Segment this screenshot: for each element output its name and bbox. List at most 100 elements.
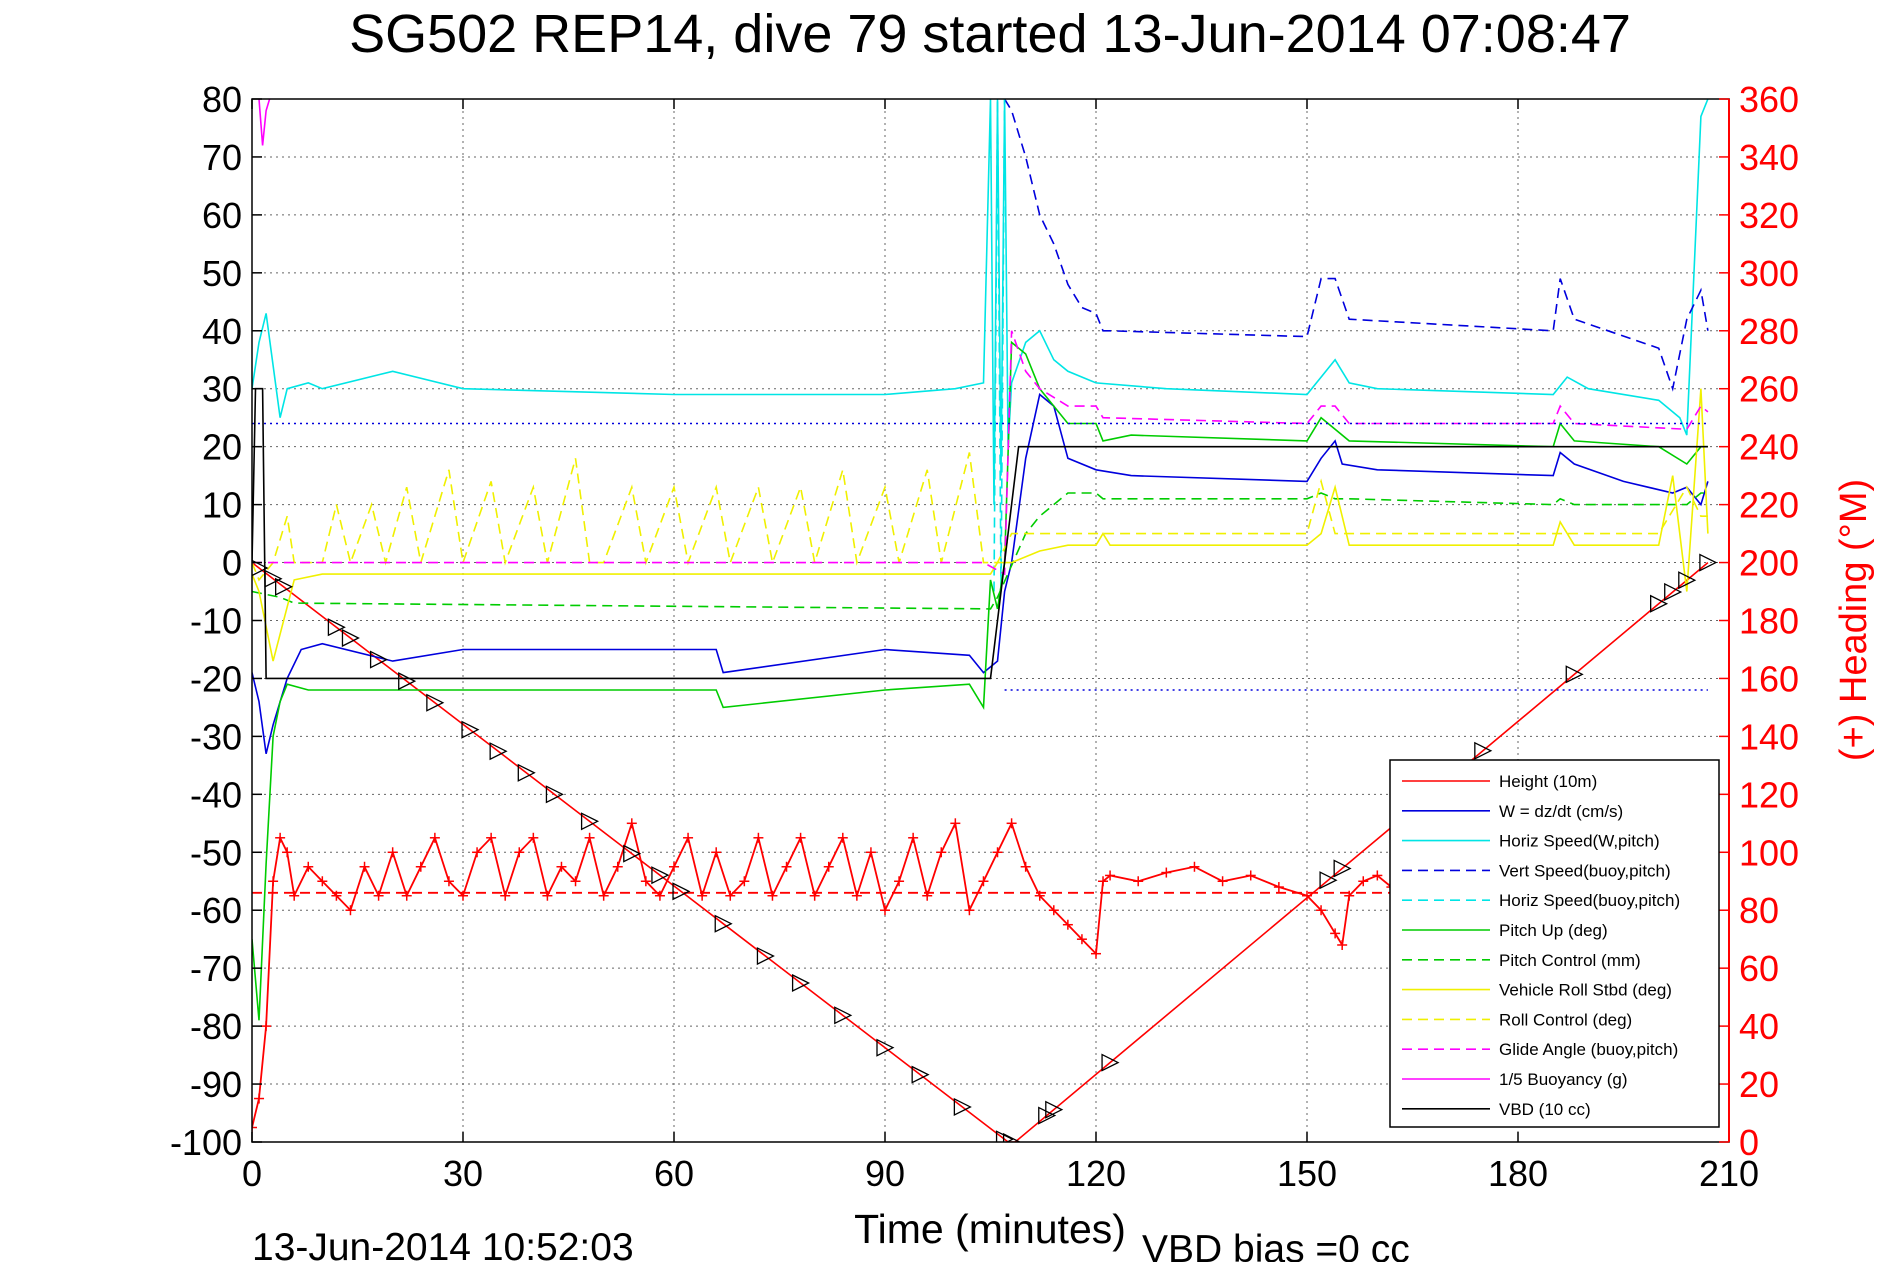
heading-marker — [894, 876, 905, 887]
right-axis-label: (+) Heading (°M) — [1833, 479, 1875, 761]
heading-marker — [254, 1093, 265, 1104]
right-y-tick-label: 200 — [1739, 543, 1799, 584]
y-tick-label: 50 — [202, 253, 242, 294]
legend-item-glide-angle-buoy-pitch: Glide Angle (buoy,pitch) — [1402, 1040, 1678, 1059]
heading-marker — [317, 876, 328, 887]
depth-marker — [369, 650, 389, 669]
heading-marker — [514, 847, 525, 858]
heading-marker — [964, 905, 975, 916]
heading-marker — [556, 861, 567, 872]
y-tick-label: -20 — [190, 658, 242, 699]
series-aux-12-line — [252, 819, 1392, 1128]
heading-marker — [992, 847, 1003, 858]
heading-marker — [711, 847, 722, 858]
y-tick-label: -50 — [190, 832, 242, 873]
depth-marker — [876, 1038, 895, 1057]
depth-marker — [341, 628, 360, 648]
right-y-tick-label: 120 — [1739, 774, 1799, 815]
depth-marker — [1319, 871, 1338, 890]
heading-marker — [1161, 867, 1172, 878]
legend-label: W = dz/dt (cm/s) — [1499, 802, 1623, 821]
y-tick-label: 40 — [202, 311, 242, 352]
depth-marker — [545, 785, 564, 804]
heading-marker — [429, 832, 440, 843]
legend-item-vert-speed-buoy-pitch: Vert Speed(buoy,pitch) — [1402, 861, 1671, 880]
right-y-tick-label: 160 — [1739, 658, 1799, 699]
y-tick-label: -80 — [190, 1006, 242, 1047]
depth-marker — [1678, 571, 1697, 590]
x-tick-label: 0 — [242, 1153, 262, 1194]
series-group — [252, 99, 1718, 1142]
heading-marker — [415, 861, 426, 872]
heading-marker — [669, 861, 679, 872]
heading-marker — [584, 832, 595, 843]
heading-marker — [865, 847, 876, 858]
heading-marker — [795, 832, 806, 843]
y-tick-label: -100 — [170, 1122, 242, 1163]
legend-item-horiz-speed-buoy-pitch: Horiz Speed(buoy,pitch) — [1402, 891, 1680, 910]
heading-marker — [837, 832, 848, 843]
legend-label: Vert Speed(buoy,pitch) — [1499, 861, 1671, 880]
legend-label: Height (10m) — [1499, 772, 1597, 791]
heading-marker — [401, 890, 412, 901]
right-y-tick-label: 140 — [1739, 716, 1799, 757]
legend-item-height-10m: Height (10m) — [1402, 772, 1597, 791]
heading-marker — [359, 861, 370, 872]
legend-item-w-dz-dt-cm-s: W = dz/dt (cm/s) — [1402, 802, 1623, 821]
heading-marker — [345, 905, 356, 916]
series-vehicle-roll-stbd-deg-line — [252, 388, 1709, 662]
heading-marker — [851, 890, 862, 901]
heading-marker — [1189, 861, 1200, 872]
legend-label: Pitch Control (mm) — [1499, 951, 1641, 970]
depth-marker — [1045, 1100, 1064, 1119]
heading-marker — [472, 847, 483, 858]
series-height-10m-line — [252, 561, 1709, 1142]
x-tick-label: 180 — [1488, 1153, 1548, 1194]
depth-marker — [1664, 582, 1683, 602]
heading-marker — [1105, 870, 1116, 881]
heading-marker — [303, 861, 314, 872]
heading-marker — [612, 861, 623, 872]
depth-marker — [791, 973, 811, 993]
legend-label: Glide Angle (buoy,pitch) — [1499, 1040, 1678, 1059]
x-tick-label: 210 — [1699, 1153, 1759, 1194]
depth-marker — [1333, 859, 1352, 878]
x-tick-label: 90 — [865, 1153, 905, 1194]
y-tick-label: -60 — [190, 890, 242, 931]
heading-marker — [1273, 882, 1284, 893]
heading-marker — [739, 876, 750, 887]
heading-marker — [683, 832, 694, 843]
heading-marker — [486, 832, 497, 843]
legend-item-roll-control-deg: Roll Control (deg) — [1402, 1010, 1632, 1029]
right-y-tick-label: 260 — [1739, 369, 1799, 410]
axis-ticks: 0 30 60 90 120 150 180 21080706050403020100-10-… — [170, 79, 1799, 1194]
right-y-tick-label: 100 — [1739, 832, 1799, 873]
depth-marker — [274, 577, 294, 596]
depth-marker — [1699, 553, 1718, 572]
x-tick-label: 60 — [654, 1153, 694, 1194]
right-y-tick-label: 320 — [1739, 195, 1799, 236]
heading-marker — [289, 890, 300, 901]
depth-marker — [1101, 1053, 1120, 1072]
right-y-tick-label: 240 — [1739, 427, 1799, 468]
depth-marker — [461, 720, 480, 739]
legend-label: Horiz Speed(buoy,pitch) — [1499, 891, 1680, 910]
y-tick-label: 70 — [202, 137, 242, 178]
legend-label: Horiz Speed(W,pitch) — [1499, 832, 1660, 851]
y-tick-label: 60 — [202, 195, 242, 236]
right-y-tick-label: 280 — [1739, 311, 1799, 352]
y-tick-label: 0 — [222, 543, 242, 584]
heading-marker — [1337, 939, 1348, 950]
depth-marker — [953, 1097, 972, 1117]
heading-marker — [261, 1021, 272, 1032]
series-horiz-speed-buoy-pitch-line — [993, 99, 1006, 592]
heading-marker — [1358, 876, 1369, 887]
heading-marker — [443, 876, 454, 887]
legend-label: VBD (10 cc) — [1499, 1100, 1591, 1119]
depth-marker — [1038, 1106, 1057, 1125]
heading-marker — [1245, 870, 1256, 881]
heading-marker — [823, 861, 834, 872]
heading-marker — [978, 876, 989, 887]
depth-marker — [756, 946, 775, 966]
chart-title: SG502 REP14, dive 79 started 13-Jun-2014… — [349, 4, 1631, 64]
